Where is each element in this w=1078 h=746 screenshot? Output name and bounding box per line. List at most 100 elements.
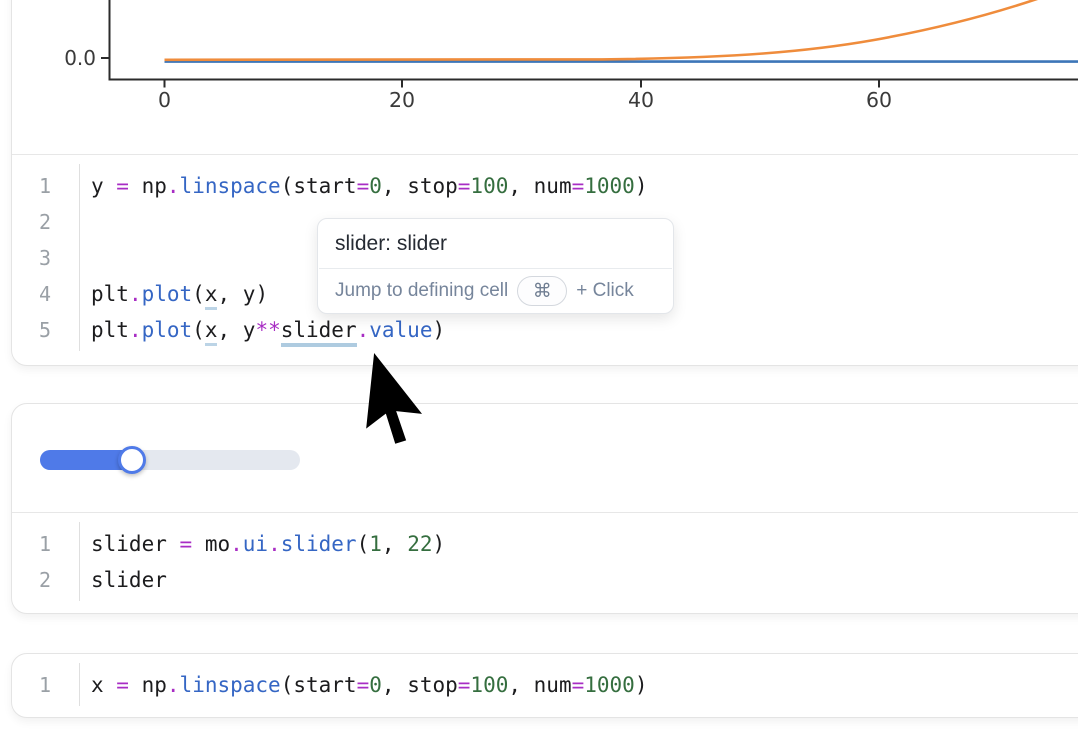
tooltip-action-label: Jump to defining cell xyxy=(335,280,509,301)
code-token: start xyxy=(293,673,357,697)
code-line-content[interactable]: slider = mo.ui.slider(1, 22) xyxy=(78,526,445,562)
code-token: np xyxy=(128,174,167,198)
code-editor[interactable]: 1 y = np.linspace(start=0, stop=100, num=… xyxy=(12,155,1078,360)
code-token: num xyxy=(533,673,572,697)
code-token: , xyxy=(508,174,534,198)
code-token: plt xyxy=(91,318,129,342)
code-line[interactable]: 2 xyxy=(12,204,1078,240)
code-token: . xyxy=(356,318,370,342)
code-token: = xyxy=(116,174,129,198)
code-token: ( xyxy=(192,318,205,342)
output-code-divider xyxy=(12,512,1078,513)
code-token: stop xyxy=(407,673,458,697)
code-token: ( xyxy=(192,282,205,306)
gutter-separator xyxy=(78,663,80,706)
code-line[interactable]: 2 slider xyxy=(12,562,1078,598)
y-tick-label: 0.0 xyxy=(64,46,96,70)
code-token: plot xyxy=(141,282,193,306)
code-token: 100 xyxy=(470,174,509,198)
gutter-separator xyxy=(78,164,80,351)
code-token: 0 xyxy=(369,673,382,697)
tooltip-title: slider: slider xyxy=(335,231,448,255)
code-token: plt xyxy=(91,282,129,306)
code-token: ( xyxy=(280,673,294,697)
x-tick-label: 40 xyxy=(628,88,654,112)
code-token: value xyxy=(369,318,433,342)
code-token: , xyxy=(217,282,243,306)
line-chart: 0.0 0 20 40 60 xyxy=(64,0,1078,112)
line-number: 3 xyxy=(38,246,52,270)
code-token: np xyxy=(128,673,167,697)
code-token: . xyxy=(268,532,281,556)
code-token: linspace xyxy=(179,673,281,697)
code-token: ( xyxy=(356,532,370,556)
code-token: plot xyxy=(141,318,193,342)
code-token: stop xyxy=(407,174,458,198)
code-token: = xyxy=(457,174,471,198)
code-token: slider xyxy=(280,532,357,556)
code-token: ) xyxy=(634,174,648,198)
code-line-content[interactable]: plt.plot(x, y) xyxy=(78,276,268,312)
code-token: x xyxy=(204,282,218,310)
code-line-content[interactable]: y = np.linspace(start=0, stop=100, num=1… xyxy=(78,168,647,204)
line-number: 2 xyxy=(38,568,52,592)
code-token: 22 xyxy=(407,532,433,556)
code-token: 1 xyxy=(369,532,382,556)
code-token: ) xyxy=(634,673,648,697)
code-token: . xyxy=(230,532,243,556)
code-token: ui xyxy=(242,532,269,556)
code-token: , xyxy=(381,673,408,697)
code-token: ** xyxy=(255,318,281,342)
code-token: slider xyxy=(91,532,180,556)
code-token: , xyxy=(381,532,408,556)
code-token: y xyxy=(242,282,256,306)
code-token: . xyxy=(128,282,142,306)
code-token: ) xyxy=(432,318,446,342)
x-tick-label: 20 xyxy=(389,88,415,112)
code-token: ( xyxy=(280,174,294,198)
line-number: 5 xyxy=(38,318,52,342)
code-line-content[interactable]: slider xyxy=(78,562,167,598)
code-token: = xyxy=(571,174,585,198)
code-token: 1000 xyxy=(584,673,635,697)
code-editor[interactable]: 1 slider = mo.ui.slider(1, 22) 2 slider xyxy=(12,513,1078,610)
code-token: = xyxy=(356,673,370,697)
code-token: 1000 xyxy=(584,174,635,198)
tooltip-action-suffix: + Click xyxy=(576,280,634,301)
code-token: ) xyxy=(255,282,269,306)
code-line[interactable]: 4 plt.plot(x, y) xyxy=(12,276,1078,312)
code-token: slider xyxy=(280,318,357,347)
code-line[interactable]: 5 plt.plot(x, y**slider.value) xyxy=(12,312,1078,348)
code-line[interactable]: 3 xyxy=(12,240,1078,276)
code-token: . xyxy=(166,673,180,697)
code-line[interactable]: 1 y = np.linspace(start=0, stop=100, num=… xyxy=(12,168,1078,204)
line-number: 2 xyxy=(38,210,52,234)
x-tick-label: 0 xyxy=(158,88,171,112)
slider-track[interactable] xyxy=(40,446,300,474)
tooltip-divider xyxy=(319,268,672,269)
code-token: slider xyxy=(91,568,167,592)
slider-handle[interactable] xyxy=(118,446,146,474)
variable-tooltip: slider: slider Jump to defining cell ⌘ +… xyxy=(317,218,674,314)
code-line-content[interactable]: plt.plot(x, y**slider.value) xyxy=(78,312,445,348)
code-line-content[interactable]: x = np.linspace(start=0, stop=100, num=1… xyxy=(78,667,647,703)
code-token: , xyxy=(381,174,408,198)
slider-widget-output xyxy=(12,404,1078,512)
line-number: 1 xyxy=(38,174,52,198)
slider-fill xyxy=(40,450,132,470)
mouse-cursor-icon xyxy=(361,351,431,456)
code-line[interactable]: 1 slider = mo.ui.slider(1, 22) xyxy=(12,526,1078,562)
code-token: 0 xyxy=(369,174,382,198)
x-tick-label: 60 xyxy=(866,88,892,112)
line-number: 4 xyxy=(38,282,52,306)
line-number: 1 xyxy=(38,532,52,556)
code-token: = xyxy=(356,174,370,198)
code-token: y xyxy=(242,318,256,342)
matplotlib-figure-output: 0.0 0 20 40 60 xyxy=(12,0,1078,154)
code-token: . xyxy=(128,318,142,342)
code-token: = xyxy=(457,673,471,697)
line-number: 1 xyxy=(38,673,52,697)
